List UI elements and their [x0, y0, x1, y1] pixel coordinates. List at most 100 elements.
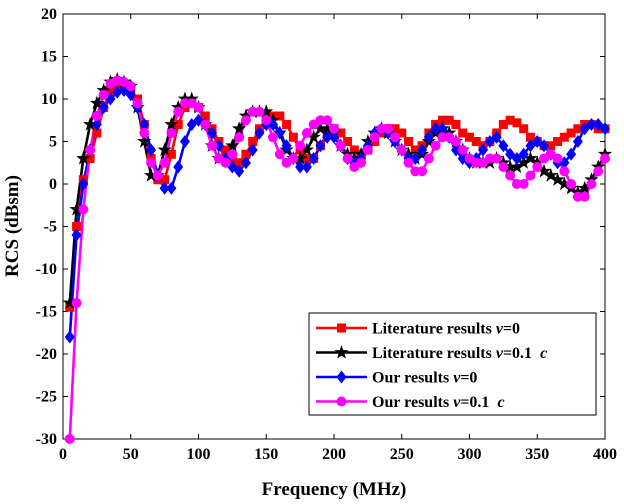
- data-point: [559, 166, 570, 177]
- data-point: [343, 137, 353, 146]
- data-point: [539, 139, 550, 153]
- data-point: [85, 145, 96, 155]
- legend-label-suffix: =0: [503, 321, 520, 338]
- data-point: [553, 137, 563, 146]
- y-tick-label: 0: [49, 176, 57, 193]
- legend-label-tail: c: [540, 345, 547, 362]
- data-point: [525, 132, 535, 142]
- data-point: [179, 135, 190, 148]
- y-tick-label: 10: [41, 91, 57, 108]
- data-point: [518, 179, 529, 189]
- data-point: [146, 143, 157, 157]
- y-tick-label: -20: [36, 346, 57, 363]
- data-point: [509, 159, 525, 174]
- data-point: [503, 159, 518, 174]
- data-point: [64, 330, 75, 344]
- data-point: [362, 145, 373, 155]
- data-point: [451, 120, 461, 129]
- legend-label-symbol: v: [496, 321, 504, 338]
- data-point: [159, 157, 170, 168]
- data-point: [417, 166, 428, 177]
- legend-label-prefix: Our results: [372, 394, 453, 411]
- legend-marker: [336, 370, 347, 384]
- legend-marker: [337, 323, 346, 333]
- data-point: [200, 111, 210, 121]
- data-point: [417, 143, 428, 157]
- data-point: [295, 160, 306, 174]
- data-point: [186, 118, 197, 131]
- data-point: [458, 128, 468, 138]
- data-point: [519, 124, 529, 134]
- data-point: [559, 132, 569, 142]
- data-point: [268, 132, 279, 143]
- data-point: [62, 295, 77, 310]
- legend-label-prefix: Literature results: [372, 321, 496, 338]
- data-point: [105, 86, 115, 95]
- data-point: [511, 152, 522, 165]
- data-point: [259, 104, 274, 118]
- y-tick-label: 20: [41, 6, 57, 23]
- data-point: [76, 151, 91, 165]
- data-point: [173, 120, 183, 129]
- legend-label-symbol: v: [453, 394, 461, 411]
- data-point: [308, 152, 319, 165]
- data-point: [577, 180, 592, 195]
- x-tick-label: 0: [59, 446, 67, 463]
- data-point: [437, 115, 447, 125]
- data-point: [306, 129, 321, 144]
- data-point: [152, 170, 163, 181]
- data-point: [484, 135, 495, 148]
- data-point: [465, 132, 474, 142]
- legend-label: Our results v=0: [372, 370, 477, 387]
- data-point: [232, 121, 247, 135]
- data-point: [450, 136, 461, 147]
- data-point: [491, 130, 502, 144]
- x-tick-label: 100: [187, 446, 211, 463]
- data-point: [166, 181, 177, 195]
- data-point: [566, 147, 577, 161]
- data-point: [423, 130, 434, 144]
- data-point: [430, 140, 441, 151]
- data-point: [505, 147, 516, 161]
- data-point: [320, 121, 335, 135]
- data-point: [586, 179, 597, 189]
- data-point: [389, 132, 400, 143]
- data-point: [430, 122, 441, 136]
- y-tick-label: -15: [36, 304, 57, 321]
- data-point: [85, 154, 95, 163]
- data-point: [207, 126, 218, 140]
- y-tick-label: -30: [36, 431, 57, 448]
- data-point: [532, 135, 543, 148]
- data-point: [336, 128, 346, 138]
- data-point: [295, 140, 306, 151]
- legend-label: Our results v=0.1 c: [372, 394, 505, 411]
- axis-ticks: 0 50 100 150 200 250 300 350 400-30-25-20-15-10-…: [36, 6, 617, 463]
- data-point: [593, 118, 604, 131]
- data-point: [125, 88, 136, 102]
- data-point: [525, 139, 536, 153]
- data-point: [137, 134, 152, 148]
- data-point: [579, 122, 590, 136]
- data-point: [457, 152, 468, 165]
- legend-box: [308, 312, 597, 416]
- data-point: [288, 153, 299, 164]
- data-point: [139, 118, 150, 131]
- data-point: [98, 89, 109, 100]
- x-tick-label: 300: [458, 446, 482, 463]
- x-tick-label: 150: [254, 446, 278, 463]
- data-point: [457, 145, 468, 155]
- data-point: [98, 101, 109, 114]
- data-point: [313, 121, 328, 135]
- data-point: [329, 130, 339, 144]
- y-tick-label: -10: [36, 261, 57, 278]
- data-point: [261, 115, 272, 126]
- x-tick-label: 200: [322, 446, 346, 463]
- data-point: [543, 168, 558, 182]
- legend-label-suffix: =0.1: [460, 394, 493, 411]
- data-point: [322, 115, 333, 126]
- data-point: [396, 145, 407, 155]
- legend-label-symbol: v: [496, 345, 504, 362]
- data-point: [89, 95, 105, 110]
- data-point: [91, 118, 102, 131]
- data-point: [600, 153, 610, 164]
